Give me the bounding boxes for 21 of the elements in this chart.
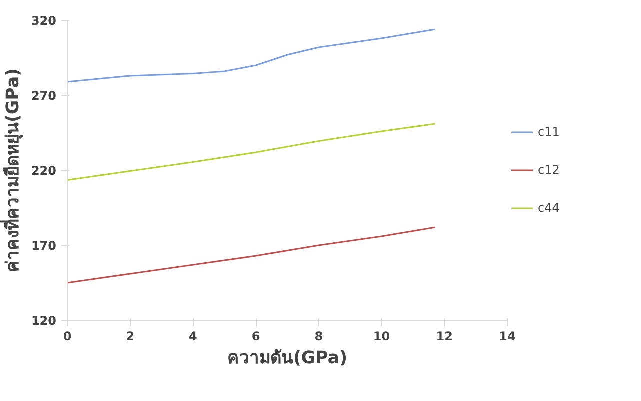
- line-series: [68, 226, 436, 284]
- x-tick-label: 0: [63, 330, 72, 344]
- y-tick-label: 120: [31, 314, 57, 328]
- legend-label: c44: [538, 201, 560, 215]
- line-series: [68, 123, 436, 182]
- y-tick-label: 270: [31, 89, 57, 103]
- x-axis-title: ความดัน(GPa): [228, 348, 348, 368]
- x-tick-label: 8: [314, 330, 324, 344]
- x-tick-label: 10: [373, 330, 390, 344]
- legend-label: c11: [538, 125, 560, 139]
- x-tick-label: 14: [499, 330, 516, 344]
- y-tick-label: 220: [31, 164, 57, 178]
- x-tick-label: 4: [189, 330, 198, 344]
- legend-label: c12: [538, 163, 560, 177]
- x-tick-label: 12: [436, 330, 453, 344]
- y-tick-label: 170: [31, 239, 57, 253]
- x-tick-label: 2: [126, 330, 135, 344]
- line-series: [68, 28, 436, 83]
- x-tick-label: 6: [252, 330, 260, 344]
- y-tick-label: 320: [31, 14, 57, 28]
- y-axis-title: ค่าคงที่ความยืดหยุ่น(GPa): [0, 68, 24, 272]
